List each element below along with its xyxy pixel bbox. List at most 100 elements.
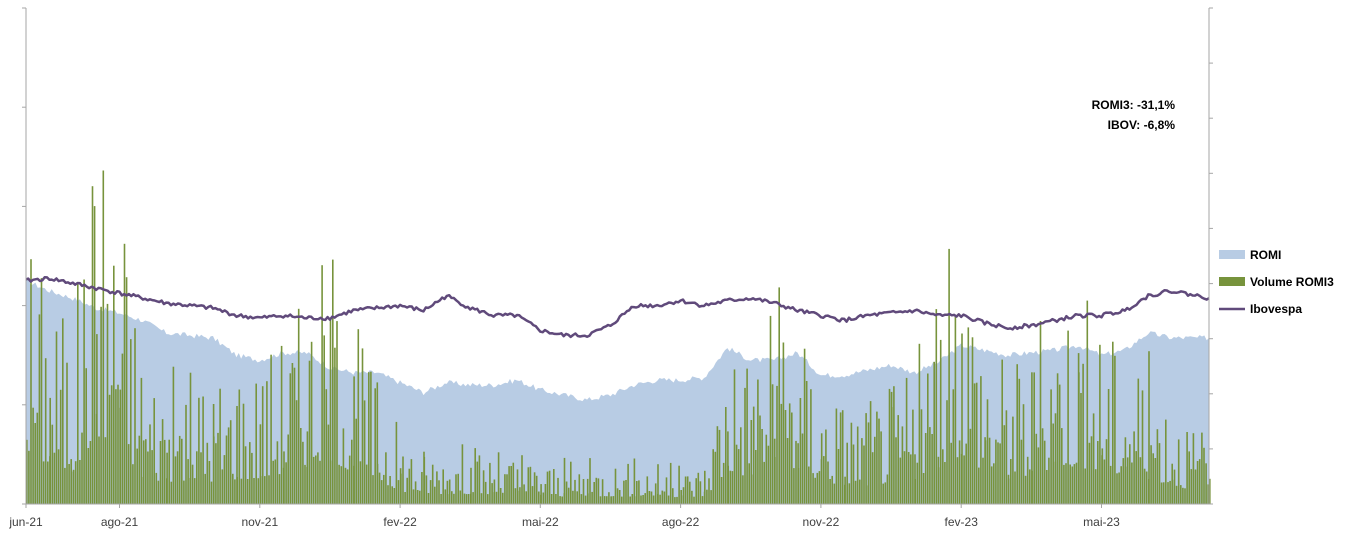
- volume-bar: [659, 494, 661, 504]
- legend-item-ibovespa: Ibovespa: [1219, 302, 1302, 316]
- volume-bar: [580, 494, 583, 504]
- volume-bar: [973, 383, 976, 504]
- volume-bar: [72, 469, 75, 504]
- volume-bar: [990, 466, 993, 504]
- volume-bar: [1067, 330, 1069, 504]
- volume-bar: [810, 389, 812, 504]
- volume-bar: [1016, 364, 1018, 504]
- volume-bar: [491, 483, 493, 504]
- volume-bar: [993, 463, 995, 504]
- volume-bar: [521, 455, 523, 504]
- volume-bar: [714, 451, 717, 504]
- volume-bar: [672, 488, 674, 504]
- legend-swatch-volume: [1219, 277, 1245, 286]
- volume-bar: [1156, 429, 1159, 504]
- volume-bar: [47, 461, 49, 504]
- volume-bar: [123, 243, 126, 505]
- x-axis-tick-label: nov-21: [241, 515, 278, 529]
- volume-bar: [1033, 372, 1035, 504]
- volume-bar: [963, 455, 965, 504]
- legend-item-romi: ROMI: [1219, 248, 1281, 262]
- volume-bar: [338, 464, 340, 504]
- volume-bar: [927, 373, 929, 504]
- volume-bar: [266, 381, 268, 504]
- volume-bar: [1029, 469, 1031, 504]
- volume-bar: [704, 470, 706, 504]
- volume-bar: [32, 407, 34, 504]
- volume-bar: [393, 488, 396, 504]
- volume-bar: [1101, 448, 1104, 504]
- volume-bar: [425, 475, 428, 504]
- volume-bar: [397, 480, 400, 504]
- annotation-ibov-label: IBOV:: [1108, 118, 1141, 132]
- volume-bar: [975, 382, 978, 504]
- volume-bar: [748, 463, 750, 504]
- volume-bar: [327, 424, 330, 504]
- ibovespa-line: [25, 275, 1210, 339]
- volume-bar: [1184, 488, 1186, 504]
- volume-bar: [788, 403, 791, 504]
- volume-bar: [1075, 462, 1078, 504]
- volume-bar: [246, 479, 249, 504]
- volume-bar: [259, 424, 262, 504]
- volume-bar: [988, 437, 991, 504]
- volume-bar: [448, 479, 451, 504]
- volume-bar: [850, 422, 853, 504]
- volume-bar: [342, 428, 345, 504]
- volume-bar: [1007, 478, 1010, 504]
- volume-bar: [771, 384, 774, 504]
- volume-bar: [786, 438, 789, 504]
- volume-bar: [712, 449, 714, 504]
- volume-bar: [391, 486, 393, 504]
- legend-item-volume: Volume ROMI3: [1219, 275, 1334, 289]
- volume-bar: [722, 462, 725, 504]
- volume-bar: [346, 469, 349, 504]
- volume-bar: [1160, 482, 1163, 504]
- volume-bar: [51, 424, 54, 504]
- volume-bar: [240, 478, 243, 504]
- volume-bar: [1031, 470, 1033, 504]
- volume-bar: [480, 493, 483, 504]
- volume-bar: [986, 399, 989, 504]
- volume-bar: [708, 478, 710, 504]
- volume-bar: [574, 479, 576, 504]
- volume-bar: [44, 358, 47, 504]
- volume-bar: [514, 488, 517, 504]
- volume-bar: [1069, 464, 1071, 504]
- volume-bar: [406, 477, 408, 504]
- volume-bar: [312, 456, 315, 504]
- volume-bar: [1207, 484, 1209, 504]
- volume-bar: [691, 490, 693, 504]
- volume-bar: [225, 435, 228, 504]
- volume-bar: [610, 496, 613, 504]
- volume-bar: [370, 371, 372, 504]
- volume-bar: [740, 427, 742, 504]
- volume-bar: [1039, 321, 1042, 504]
- volume-bar: [555, 494, 557, 504]
- volume-bar: [618, 490, 621, 504]
- volume-bar: [512, 462, 515, 504]
- volume-bar: [132, 464, 134, 504]
- legend-label-romi: ROMI: [1250, 248, 1281, 262]
- volume-bar: [372, 475, 374, 504]
- volume-bar: [882, 483, 884, 504]
- volume-bar: [761, 429, 763, 504]
- volume-bar: [946, 400, 948, 504]
- volume-bar: [718, 429, 721, 504]
- volume-bar: [861, 438, 863, 504]
- volume-bar: [914, 479, 916, 504]
- volume-bar: [1177, 439, 1180, 504]
- volume-bar: [695, 478, 697, 504]
- volume-bar: [1024, 475, 1027, 504]
- volume-bar: [476, 461, 479, 504]
- volume-bar: [478, 455, 481, 504]
- svg-text:ROMI3: -31,1%: ROMI3: -31,1%: [1092, 98, 1176, 112]
- volume-bar: [519, 487, 521, 504]
- volume-bar: [669, 462, 672, 504]
- volume-bar: [820, 433, 823, 504]
- volume-bar: [1092, 413, 1095, 504]
- volume-bar: [929, 427, 931, 504]
- volume-bar: [971, 337, 974, 504]
- volume-bar: [149, 424, 151, 504]
